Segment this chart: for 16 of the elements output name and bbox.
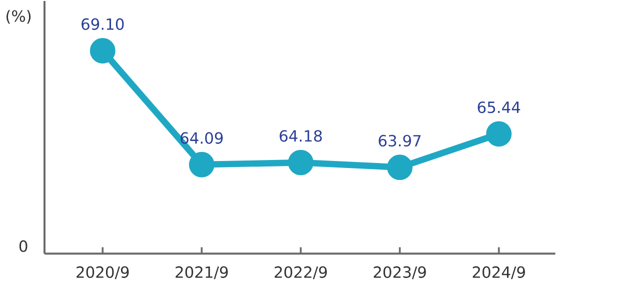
x-tick-label: 2024/9 <box>472 266 525 279</box>
text: 0 <box>19 240 28 252</box>
point <box>387 154 413 180</box>
data-label: 63.97 <box>378 134 421 146</box>
data-label: 64.18 <box>280 130 322 142</box>
x-tick-label: 2020/9 <box>76 266 129 279</box>
point <box>90 38 116 64</box>
x-tick-label: 2023/9 <box>374 266 426 279</box>
point <box>288 150 314 176</box>
y-axis-title: (%) <box>6 10 31 24</box>
point <box>188 152 214 178</box>
data-label: 65.44 <box>478 101 520 113</box>
x-tick-label: 2021/9 <box>176 266 228 279</box>
x-tick-label: 2022/9 <box>274 266 327 279</box>
data-label: 69.10 <box>82 18 124 30</box>
point <box>486 120 512 146</box>
